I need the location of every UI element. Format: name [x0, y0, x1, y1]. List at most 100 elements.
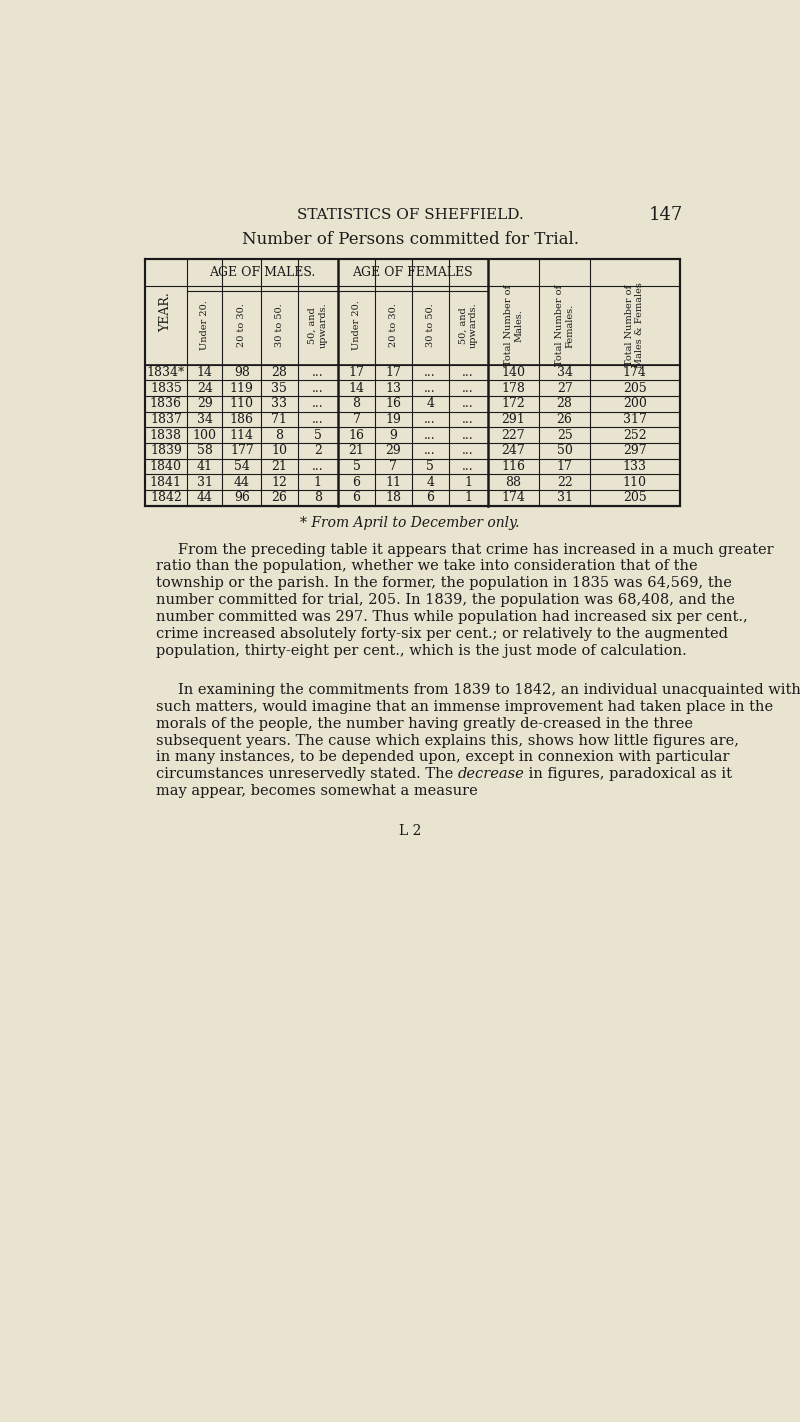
- Text: 26: 26: [271, 491, 287, 505]
- Text: 297: 297: [623, 444, 646, 458]
- Text: ...: ...: [424, 444, 436, 458]
- Text: 291: 291: [502, 412, 526, 427]
- Text: 21: 21: [271, 459, 287, 474]
- Text: 22: 22: [557, 475, 573, 489]
- Text: 1837: 1837: [150, 412, 182, 427]
- Text: 114: 114: [230, 428, 254, 442]
- Text: ...: ...: [312, 365, 323, 380]
- Text: AGE OF FEMALES: AGE OF FEMALES: [353, 266, 473, 279]
- Text: 17: 17: [386, 365, 402, 380]
- Text: Total Number of
Males & Females: Total Number of Males & Females: [625, 283, 645, 368]
- Text: 1834*: 1834*: [146, 365, 185, 380]
- Text: 1840: 1840: [150, 459, 182, 474]
- Text: township or the parish. In the former, the population in 1835 was 64,569, the: township or the parish. In the former, t…: [156, 576, 732, 590]
- Text: 205: 205: [623, 381, 646, 395]
- Text: ...: ...: [312, 459, 323, 474]
- Text: 14: 14: [197, 365, 213, 380]
- Text: 110: 110: [230, 397, 254, 411]
- Text: 31: 31: [557, 491, 573, 505]
- Text: 5: 5: [353, 459, 361, 474]
- Text: 6: 6: [353, 475, 361, 489]
- Text: 1836: 1836: [150, 397, 182, 411]
- Text: 1839: 1839: [150, 444, 182, 458]
- Text: 9: 9: [390, 428, 398, 442]
- Text: 8: 8: [353, 397, 361, 411]
- Text: 178: 178: [502, 381, 526, 395]
- Text: 17: 17: [557, 459, 573, 474]
- Text: ...: ...: [424, 365, 436, 380]
- Text: 200: 200: [623, 397, 646, 411]
- Text: AGE OF MALES.: AGE OF MALES.: [210, 266, 315, 279]
- Text: In examining the commitments from 1839 to 1842, an individual unacquainted with: In examining the commitments from 1839 t…: [178, 683, 800, 697]
- Text: STATISTICS OF SHEFFIELD.: STATISTICS OF SHEFFIELD.: [297, 208, 523, 222]
- Text: 252: 252: [623, 428, 646, 442]
- Text: 16: 16: [349, 428, 365, 442]
- Text: 58: 58: [197, 444, 213, 458]
- Text: YEAR.: YEAR.: [159, 292, 172, 331]
- Text: Number of Persons committed for Trial.: Number of Persons committed for Trial.: [242, 232, 578, 249]
- Text: 186: 186: [230, 412, 254, 427]
- Text: 133: 133: [622, 459, 646, 474]
- Text: ...: ...: [424, 381, 436, 395]
- Text: ...: ...: [462, 459, 474, 474]
- Text: 88: 88: [506, 475, 522, 489]
- Text: 31: 31: [197, 475, 213, 489]
- Text: 5: 5: [426, 459, 434, 474]
- Text: 10: 10: [271, 444, 287, 458]
- Text: morals of the people, the number having greatly de-creased in the three: morals of the people, the number having …: [156, 717, 693, 731]
- Text: ...: ...: [462, 444, 474, 458]
- Text: 44: 44: [197, 491, 213, 505]
- Text: 27: 27: [557, 381, 573, 395]
- Text: 30 to 50.: 30 to 50.: [275, 303, 284, 347]
- Text: 35: 35: [271, 381, 287, 395]
- Text: crime increased absolutely forty-six per cent.; or relatively to the augmented: crime increased absolutely forty-six per…: [156, 627, 728, 641]
- Text: population, thirty-eight per cent., which is the just mode of calculation.: population, thirty-eight per cent., whic…: [156, 644, 686, 658]
- Text: 17: 17: [349, 365, 365, 380]
- Text: Total Number of
Males.: Total Number of Males.: [504, 284, 523, 365]
- Text: 227: 227: [502, 428, 526, 442]
- Text: in many instances, to be depended upon, except in connexion with particular: in many instances, to be depended upon, …: [156, 751, 730, 765]
- Text: in figures, paradoxical as it: in figures, paradoxical as it: [525, 768, 733, 782]
- Text: 54: 54: [234, 459, 250, 474]
- Text: 29: 29: [197, 397, 213, 411]
- Text: 30 to 50.: 30 to 50.: [426, 303, 434, 347]
- Text: 177: 177: [230, 444, 254, 458]
- Text: From the preceding table it appears that crime has increased in a much greater: From the preceding table it appears that…: [178, 543, 773, 556]
- Text: 1: 1: [314, 475, 322, 489]
- Text: ...: ...: [462, 365, 474, 380]
- Text: decrease: decrease: [458, 768, 525, 782]
- Text: number committed for trial, 205. In 1839, the population was 68,408, and the: number committed for trial, 205. In 1839…: [156, 593, 734, 607]
- Text: 16: 16: [386, 397, 402, 411]
- Text: 140: 140: [502, 365, 526, 380]
- Text: ratio than the population, whether we take into consideration that of the: ratio than the population, whether we ta…: [156, 559, 698, 573]
- Text: may appear, becomes somewhat a measure: may appear, becomes somewhat a measure: [156, 785, 478, 798]
- Text: 41: 41: [197, 459, 213, 474]
- Text: ...: ...: [312, 397, 323, 411]
- Text: 28: 28: [271, 365, 287, 380]
- Text: 8: 8: [275, 428, 283, 442]
- Text: 147: 147: [649, 206, 683, 225]
- Text: 11: 11: [386, 475, 402, 489]
- Text: 116: 116: [502, 459, 526, 474]
- Text: subsequent years. The cause which explains this, shows how little figures are,: subsequent years. The cause which explai…: [156, 734, 739, 748]
- Text: 14: 14: [349, 381, 365, 395]
- Text: 50: 50: [557, 444, 573, 458]
- Text: 2: 2: [314, 444, 322, 458]
- Text: 1: 1: [464, 475, 472, 489]
- Text: * From April to December only.: * From April to December only.: [300, 516, 520, 529]
- Text: 71: 71: [271, 412, 287, 427]
- Text: 247: 247: [502, 444, 526, 458]
- Text: L 2: L 2: [399, 823, 421, 838]
- Text: 119: 119: [230, 381, 254, 395]
- Text: Total Number of
Females.: Total Number of Females.: [555, 284, 574, 365]
- Text: ...: ...: [462, 428, 474, 442]
- Text: 317: 317: [623, 412, 646, 427]
- Text: 110: 110: [622, 475, 646, 489]
- Text: 172: 172: [502, 397, 526, 411]
- Text: 26: 26: [557, 412, 573, 427]
- Text: 205: 205: [623, 491, 646, 505]
- Text: 174: 174: [502, 491, 526, 505]
- Text: 6: 6: [353, 491, 361, 505]
- Text: 50, and
upwards.: 50, and upwards.: [458, 303, 478, 348]
- Text: 96: 96: [234, 491, 250, 505]
